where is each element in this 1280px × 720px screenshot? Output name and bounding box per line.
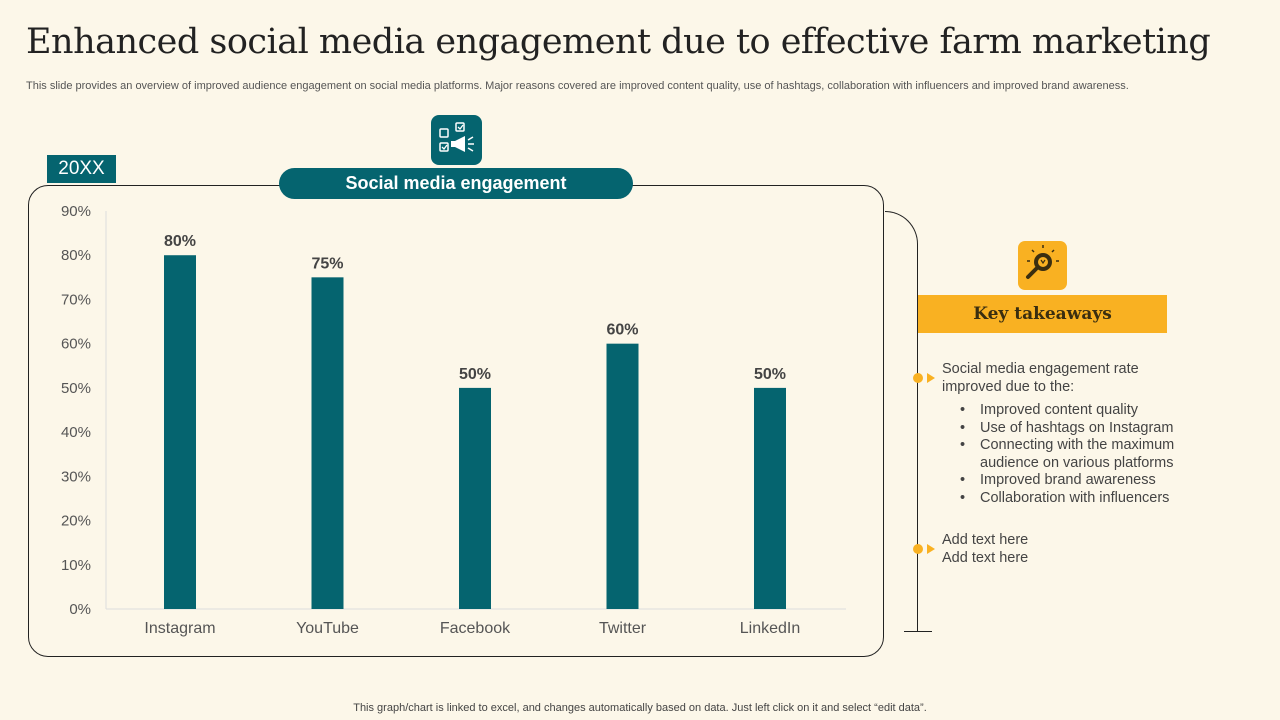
placeholder-block: Add text here Add text here: [942, 531, 1028, 567]
bullet-marker-dot: [913, 544, 923, 554]
footer-note: This graph/chart is linked to excel, and…: [353, 702, 927, 714]
key-takeaways-block: Social media engagement rate improved du…: [942, 360, 1182, 507]
takeaway-item: Connecting with the maximum audience on …: [960, 437, 1182, 472]
placeholder-text[interactable]: Add text here: [942, 550, 1029, 566]
key-takeaways-intro: Social media engagement rate improved du…: [942, 361, 1139, 395]
bullet-marker-arrow: [927, 544, 935, 554]
takeaway-item: Improved brand awareness: [960, 472, 1182, 490]
lightbulb-magnifier-icon: [1018, 241, 1067, 290]
page-subtitle: This slide provides an overview of impro…: [26, 80, 1129, 92]
year-badge: 20XX: [47, 155, 116, 183]
key-takeaways-heading: Key takeaways: [918, 295, 1167, 333]
page-title: Enhanced social media engagement due to …: [26, 22, 1211, 62]
connector-line: [885, 211, 918, 631]
takeaway-item: Collaboration with influencers: [960, 490, 1182, 508]
connector-foot: [904, 631, 932, 632]
chart-frame: [28, 185, 884, 657]
megaphone-checklist-icon: [431, 115, 482, 165]
takeaway-item: Improved content quality: [960, 402, 1182, 420]
key-takeaways-list: Improved content quality Use of hashtags…: [960, 402, 1182, 507]
chart-title-pill: Social media engagement: [279, 168, 633, 199]
bullet-marker-dot: [913, 373, 923, 383]
takeaway-item: Use of hashtags on Instagram: [960, 420, 1182, 438]
bullet-marker-arrow: [927, 373, 935, 383]
placeholder-text[interactable]: Add text here: [942, 532, 1029, 548]
